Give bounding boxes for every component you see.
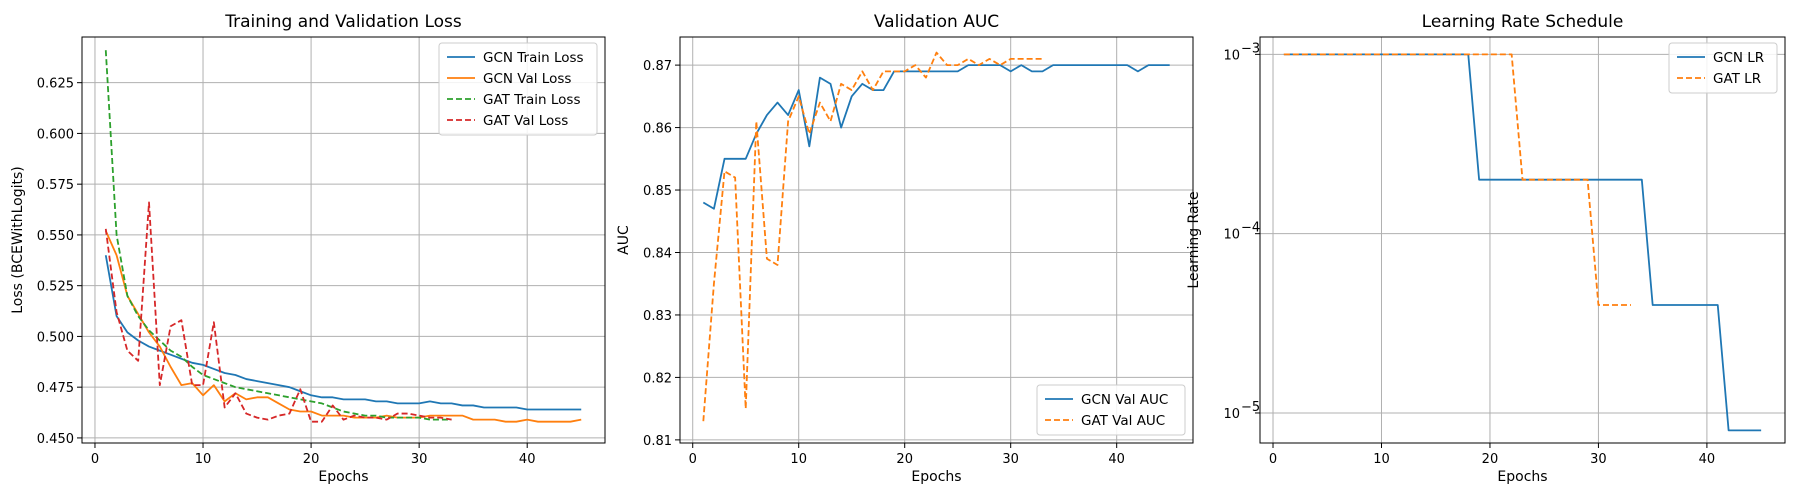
legend: GCN Val AUC GAT Val AUC: [1036, 384, 1186, 436]
x-tick-label: 0: [91, 452, 99, 467]
y-tick-label: 10: [1223, 407, 1240, 422]
legend: GCN Train Loss GCN Val Loss GAT Train Loss…: [438, 42, 598, 136]
legend-label-1: GCN LR: [1713, 50, 1764, 66]
x-axis-label: Epochs: [318, 469, 368, 485]
chart-2: 0 10 20 30 40 0.81 0.82 0.83 0.84 0.85 0.86 0.87 Val…: [616, 12, 1194, 485]
y-tick-label: 0.81: [643, 434, 672, 449]
chart-title: Training and Validation Loss: [224, 12, 462, 32]
x-tick-label: 10: [195, 452, 212, 467]
y-tick-label: 0.87: [643, 59, 672, 74]
y-tick-label: 0.600: [37, 127, 74, 142]
y-tick-label: 10: [1223, 228, 1240, 243]
axes-frame: [81, 36, 606, 444]
x-tick-label: 40: [1108, 452, 1125, 467]
x-tick-label: 0: [1269, 452, 1277, 467]
y-tick-label: 0.85: [643, 184, 672, 199]
x-tick-label: 20: [896, 452, 913, 467]
y-tick-exponent: −4: [1241, 221, 1260, 236]
series-line-2: [1283, 53, 1631, 306]
y-tick-label: 0.550: [37, 229, 74, 244]
x-axis-label: Epochs: [1497, 469, 1547, 485]
y-axis-label: Learning Rate: [1186, 191, 1202, 288]
chart-title: Learning Rate Schedule: [1422, 12, 1624, 32]
legend-label-2: GAT Val AUC: [1081, 413, 1165, 429]
series-line-3: [104, 50, 452, 421]
legend: GCN LR GAT LR: [1668, 42, 1778, 94]
y-tick-exponent: −3: [1241, 41, 1260, 56]
axes-frame: [679, 36, 1194, 444]
y-tick-label: 0.475: [37, 381, 74, 396]
legend-frame: [1036, 384, 1186, 436]
series-line-4: [104, 201, 452, 423]
x-tick-label: 20: [1482, 452, 1499, 467]
y-axis-label: AUC: [616, 225, 632, 255]
y-tick-label: 0.575: [37, 178, 74, 193]
x-tick-label: 20: [303, 452, 320, 467]
y-tick-label: 0.500: [37, 330, 74, 345]
y-tick-label: 0.83: [643, 309, 672, 324]
y-tick-exponent: −5: [1241, 400, 1260, 415]
series-line-1: [702, 64, 1170, 210]
x-axis-label: Epochs: [911, 469, 961, 485]
legend-label-2: GCN Val Loss: [483, 71, 571, 87]
legend-label-1: GCN Val AUC: [1081, 392, 1168, 408]
series-line-1: [1283, 53, 1762, 432]
legend-frame: [438, 42, 598, 136]
y-tick-label: 0.525: [37, 280, 74, 295]
x-tick-label: 10: [1373, 452, 1390, 467]
legend-frame: [1668, 42, 1778, 94]
chart-title: Validation AUC: [874, 12, 999, 32]
x-tick-label: 40: [1699, 452, 1716, 467]
y-tick-label: 10: [1223, 48, 1240, 63]
y-tick-label: 0.86: [643, 122, 672, 137]
axes-frame: [1259, 36, 1786, 444]
y-tick-label: 0.450: [37, 432, 74, 447]
x-tick-label: 0: [689, 452, 697, 467]
grid: [1260, 37, 1785, 443]
legend-label-4: GAT Val Loss: [483, 113, 568, 129]
legend-label-3: GAT Train Loss: [483, 92, 580, 108]
legend-label-1: GCN Train Loss: [483, 50, 584, 66]
y-tick-label: 0.84: [643, 246, 672, 261]
x-tick-label: 40: [519, 452, 536, 467]
series-line-1: [104, 255, 582, 411]
series-line-2: [104, 230, 582, 423]
x-tick-label: 10: [790, 452, 807, 467]
y-axis-label: Loss (BCEWithLogits): [10, 166, 26, 314]
x-tick-label: 30: [411, 452, 428, 467]
grid: [680, 37, 1193, 443]
series-line-2: [702, 51, 1043, 422]
x-tick-label: 30: [1002, 452, 1019, 467]
x-tick-label: 30: [1590, 452, 1607, 467]
y-tick-label: 0.82: [643, 371, 672, 386]
y-tick-label: 0.625: [37, 77, 74, 92]
chart-1: 0 10 20 30 40 0.450 0.475 0.500 0.525 0.550 0.575 0…: [10, 12, 606, 485]
legend-label-2: GAT LR: [1713, 71, 1761, 87]
